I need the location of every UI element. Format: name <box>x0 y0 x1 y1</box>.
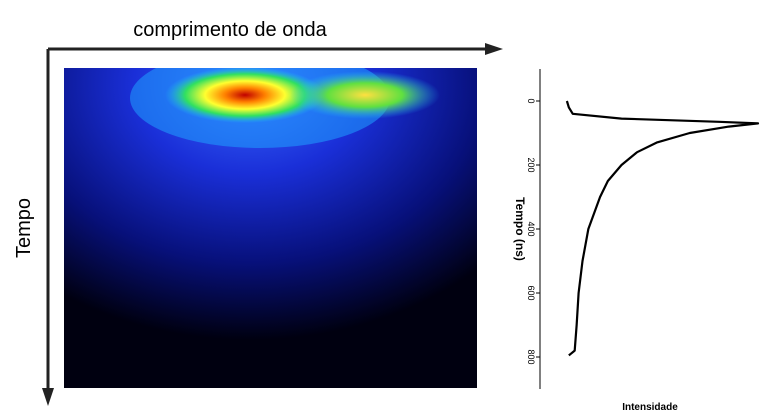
y-axis-label: Tempo (ns) <box>513 197 527 261</box>
intensity-curve <box>565 100 760 357</box>
y-tick-label: 600 <box>526 285 536 300</box>
axis-arrows <box>42 43 503 406</box>
streak-image <box>64 68 477 388</box>
intensity-plot: 0 200 400 600 800 Tempo (ns) Intensidade <box>513 69 760 413</box>
y-tick-label: 200 <box>526 157 536 172</box>
wavelength-label: comprimento de onda <box>133 19 327 41</box>
y-tick-label: 800 <box>526 349 536 364</box>
x-axis-label: Intensidade <box>622 402 678 413</box>
y-tick-label: 0 <box>526 98 536 103</box>
y-tick-label: 400 <box>526 221 536 236</box>
time-label: Tempo <box>13 198 35 258</box>
